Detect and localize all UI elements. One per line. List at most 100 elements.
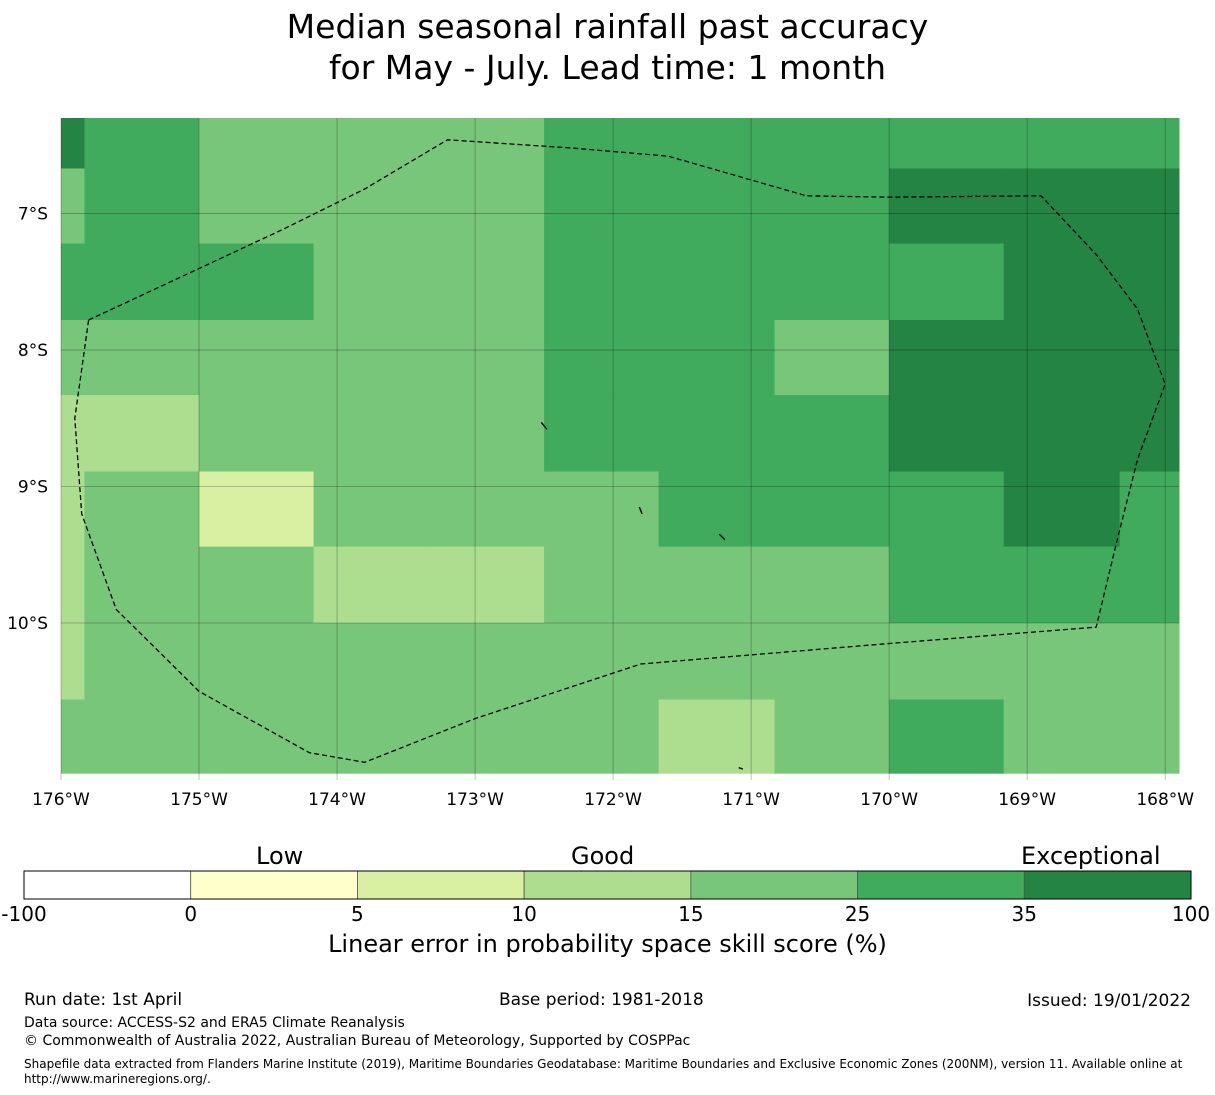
grid-cell xyxy=(658,395,776,473)
grid-cell xyxy=(774,699,890,774)
grid-cell xyxy=(658,168,776,245)
grid-cell xyxy=(199,699,315,774)
colorbar xyxy=(23,870,1192,900)
grid-cell xyxy=(199,118,315,170)
latitude-tick-label: 8°S xyxy=(18,341,48,361)
colorbar-title: Linear error in probability space skill … xyxy=(328,930,887,958)
grid-cell xyxy=(889,699,1005,774)
colorbar-tick-label: 5 xyxy=(351,902,364,926)
grid-cell xyxy=(889,118,1005,170)
grid-cell xyxy=(313,395,431,473)
grid-cell xyxy=(84,243,200,321)
grid-cell xyxy=(658,320,776,396)
rainfall-accuracy-map: 176°W 175°W 174°W 173°W 172°W 171°W 170°W 169°W… xyxy=(7,118,1194,810)
colorbar-tick-label: 0 xyxy=(184,902,198,926)
colorbar-tick-label: -100 xyxy=(1,902,47,926)
grid-cell xyxy=(544,546,660,624)
grid-cell xyxy=(429,168,545,245)
grid-cell xyxy=(84,471,200,548)
latitude-tick-label: 10°S xyxy=(7,614,48,634)
title-line-2: for May - July. Lead time: 1 month xyxy=(328,48,887,87)
grid-cell xyxy=(658,699,776,774)
grid-cell xyxy=(1003,699,1121,774)
grid-cell xyxy=(61,699,85,774)
grid-cell xyxy=(199,546,315,624)
grid-cell xyxy=(84,623,200,700)
grid-cell xyxy=(1003,168,1121,245)
grid-cell xyxy=(199,168,315,245)
grid-cell xyxy=(544,243,660,321)
latitude-tick-label: 9°S xyxy=(18,478,48,498)
grid-cell xyxy=(429,320,545,396)
grid-cell xyxy=(313,623,431,700)
grid-cell xyxy=(313,471,431,548)
grid-cell xyxy=(199,623,315,700)
grid-cell xyxy=(84,168,200,245)
grid-cell xyxy=(889,623,1005,700)
grid-cell xyxy=(774,320,890,396)
colorbar-tick-label: 15 xyxy=(678,902,704,926)
grid-cell xyxy=(1119,243,1180,321)
grid-cell xyxy=(84,699,200,774)
latitude-ticks: 7°S 8°S 9°S 10°S xyxy=(7,205,48,634)
islands xyxy=(540,421,744,770)
grid-cell xyxy=(429,546,545,624)
colorbar-tick-label: 35 xyxy=(1011,902,1038,926)
colorbar-segment xyxy=(857,870,1025,900)
grid-cell xyxy=(544,118,660,170)
grid-cell xyxy=(429,243,545,321)
grid-cell xyxy=(199,320,315,396)
longitude-tick-label: 172°W xyxy=(584,790,642,810)
colorbar-segment xyxy=(357,870,525,900)
longitude-tick-label: 170°W xyxy=(860,790,918,810)
grid-cell xyxy=(199,471,315,548)
grid-cell xyxy=(313,168,431,245)
map-title: Median seasonal rainfall past accuracy f… xyxy=(0,6,1215,88)
grid-cell xyxy=(889,471,1005,548)
longitude-tick-label: 176°W xyxy=(32,790,90,810)
grid-cell xyxy=(774,623,890,700)
colorbar-tick-label: 10 xyxy=(511,902,537,926)
grid-cell xyxy=(313,118,431,170)
grid-cell xyxy=(774,118,890,170)
grid-cell xyxy=(1119,168,1180,245)
grid-cell xyxy=(61,320,85,396)
island xyxy=(638,506,643,515)
grid-cell xyxy=(1003,320,1121,396)
grid-cell xyxy=(313,320,431,396)
grid-cell xyxy=(774,471,890,548)
colorbar-tick-label: 100 xyxy=(1171,902,1211,926)
grid-cell xyxy=(1003,546,1121,624)
grid-cell xyxy=(889,320,1005,396)
skill-grid xyxy=(61,118,1180,774)
grid-cell xyxy=(429,395,545,473)
grid-cell xyxy=(544,168,660,245)
grid-cell xyxy=(544,699,660,774)
grid-cell xyxy=(313,699,431,774)
category-low: Low xyxy=(256,842,304,870)
grid-cell xyxy=(544,623,660,700)
grid-cell xyxy=(84,320,200,396)
shapefile-note: Shapefile data extracted from Flanders M… xyxy=(24,1057,1183,1086)
grid-cell xyxy=(774,546,890,624)
grid-cell xyxy=(84,118,200,170)
grid-cell xyxy=(61,395,85,473)
eez-boundary xyxy=(74,139,1166,763)
longitude-tick-label: 168°W xyxy=(1136,790,1194,810)
grid-cell xyxy=(1003,118,1121,170)
colorbar-segment xyxy=(690,870,858,900)
grid-cell xyxy=(658,546,776,624)
grid-cell xyxy=(1003,243,1121,321)
grid-cell xyxy=(1119,395,1180,473)
grid-cell xyxy=(658,623,776,700)
latitude-tick-label: 7°S xyxy=(18,205,48,225)
island xyxy=(738,767,744,770)
grid-cell xyxy=(774,243,890,321)
grid-cell xyxy=(658,118,776,170)
grid-cell xyxy=(1119,118,1180,170)
island xyxy=(718,533,726,541)
grid-cell xyxy=(61,471,85,548)
grid-cell xyxy=(1003,471,1121,548)
grid-cell xyxy=(199,243,315,321)
grid-cell xyxy=(1003,395,1121,473)
